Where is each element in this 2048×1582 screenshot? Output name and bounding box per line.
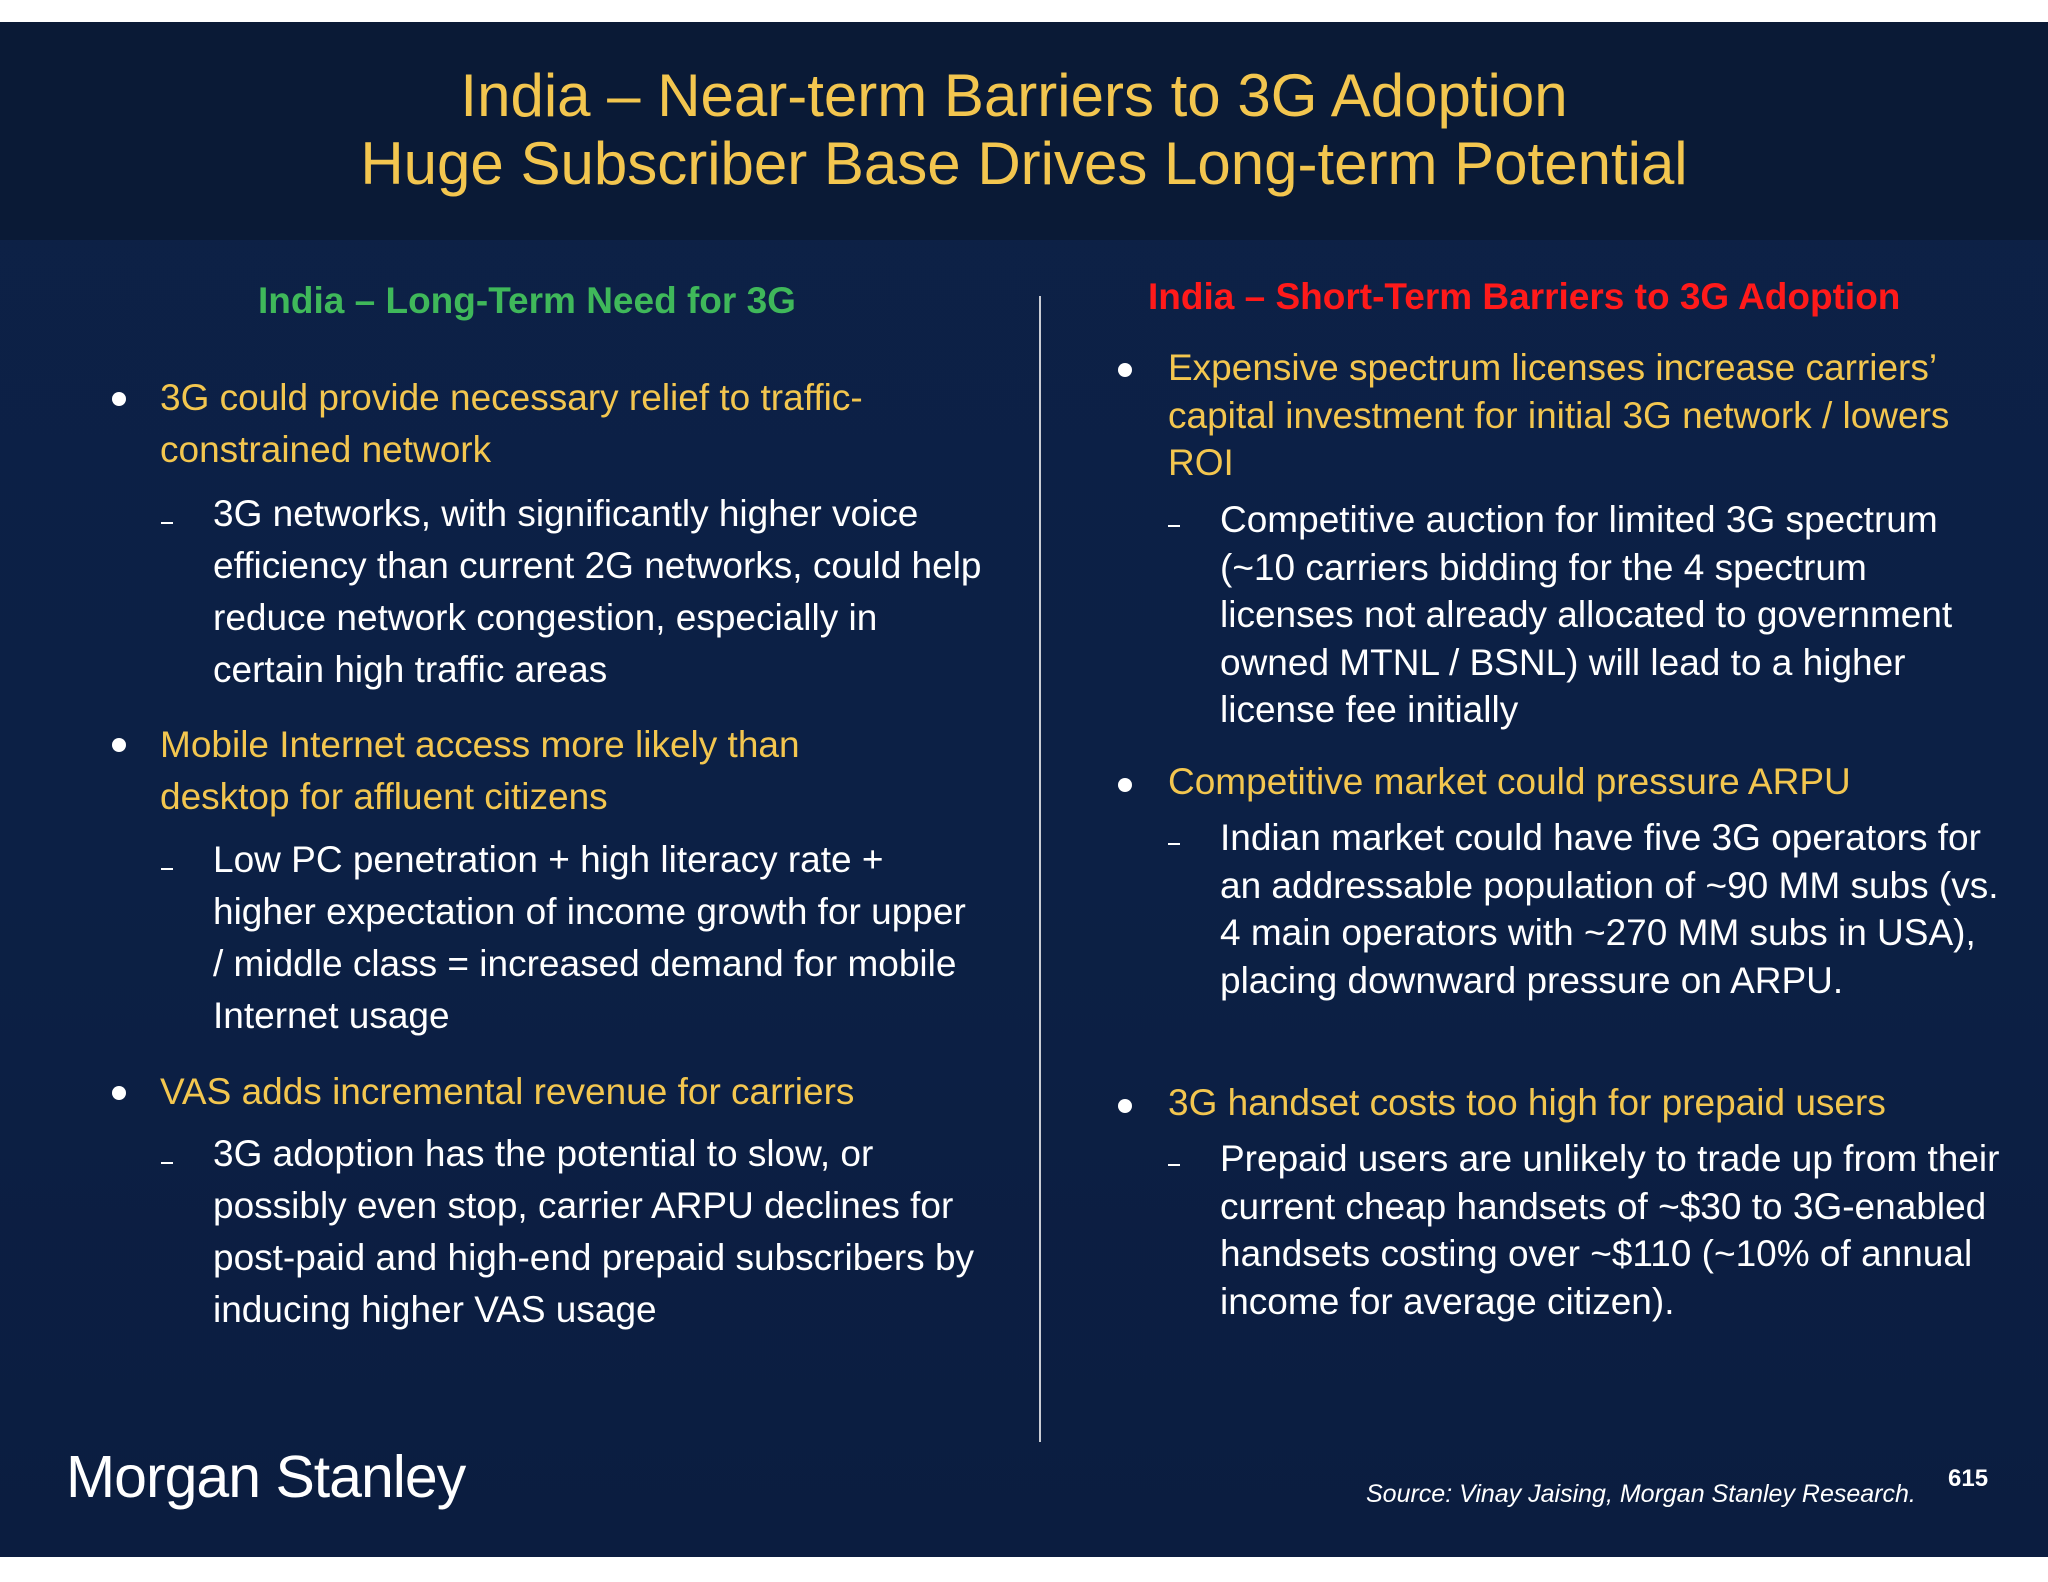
morgan-stanley-logo: Morgan Stanley: [66, 1444, 466, 1510]
right-column-heading: India – Short-Term Barriers to 3G Adopti…: [1148, 276, 1901, 317]
slide: India – Near-term Barriers to 3G Adoptio…: [0, 22, 2048, 1557]
title-line-1: India – Near-term Barriers to 3G Adoptio…: [460, 62, 1568, 129]
dash-icon: [1168, 1164, 1180, 1166]
bullet-icon: [112, 738, 126, 752]
right-sub-2: Indian market could have five 3G operato…: [1220, 817, 1999, 1001]
left-column-heading: India – Long-Term Need for 3G: [258, 280, 796, 321]
column-divider: [1039, 296, 1041, 1442]
left-sub-3: 3G adoption has the potential to slow, o…: [213, 1133, 975, 1330]
dash-icon: [1168, 843, 1180, 845]
right-bullet-3: 3G handset costs too high for prepaid us…: [1168, 1082, 1886, 1123]
bullet-icon: [1118, 1099, 1132, 1113]
dash-icon: [161, 1162, 173, 1164]
left-bullet-3: VAS adds incremental revenue for carrier…: [160, 1071, 855, 1112]
bullet-icon: [112, 392, 126, 406]
left-bullet-1: 3G could provide necessary relief to tra…: [160, 377, 863, 470]
right-bullet-2: Competitive market could pressure ARPU: [1168, 761, 1851, 802]
dash-icon: [161, 868, 173, 870]
left-sub-1: 3G networks, with significantly higher v…: [213, 493, 982, 690]
right-sub-3: Prepaid users are unlikely to trade up f…: [1220, 1138, 2000, 1322]
title-line-2: Huge Subscriber Base Drives Long-term Po…: [360, 130, 1688, 197]
dash-icon: [1168, 525, 1180, 527]
bullet-icon: [1118, 363, 1132, 377]
bullet-icon: [1118, 778, 1132, 792]
dash-icon: [161, 522, 173, 524]
left-sub-2: Low PC penetration + high literacy rate …: [213, 839, 966, 1036]
page-number: 615: [1948, 1465, 1989, 1492]
right-bullet-1: Expensive spectrum licenses increase car…: [1168, 347, 1950, 483]
title-band: [0, 22, 2048, 240]
left-bullet-2: Mobile Internet access more likely than …: [160, 724, 800, 817]
right-sub-1: Competitive auction for limited 3G spect…: [1220, 499, 1953, 730]
bullet-icon: [112, 1086, 126, 1100]
source-note: Source: Vinay Jaising, Morgan Stanley Re…: [1366, 1480, 1916, 1508]
